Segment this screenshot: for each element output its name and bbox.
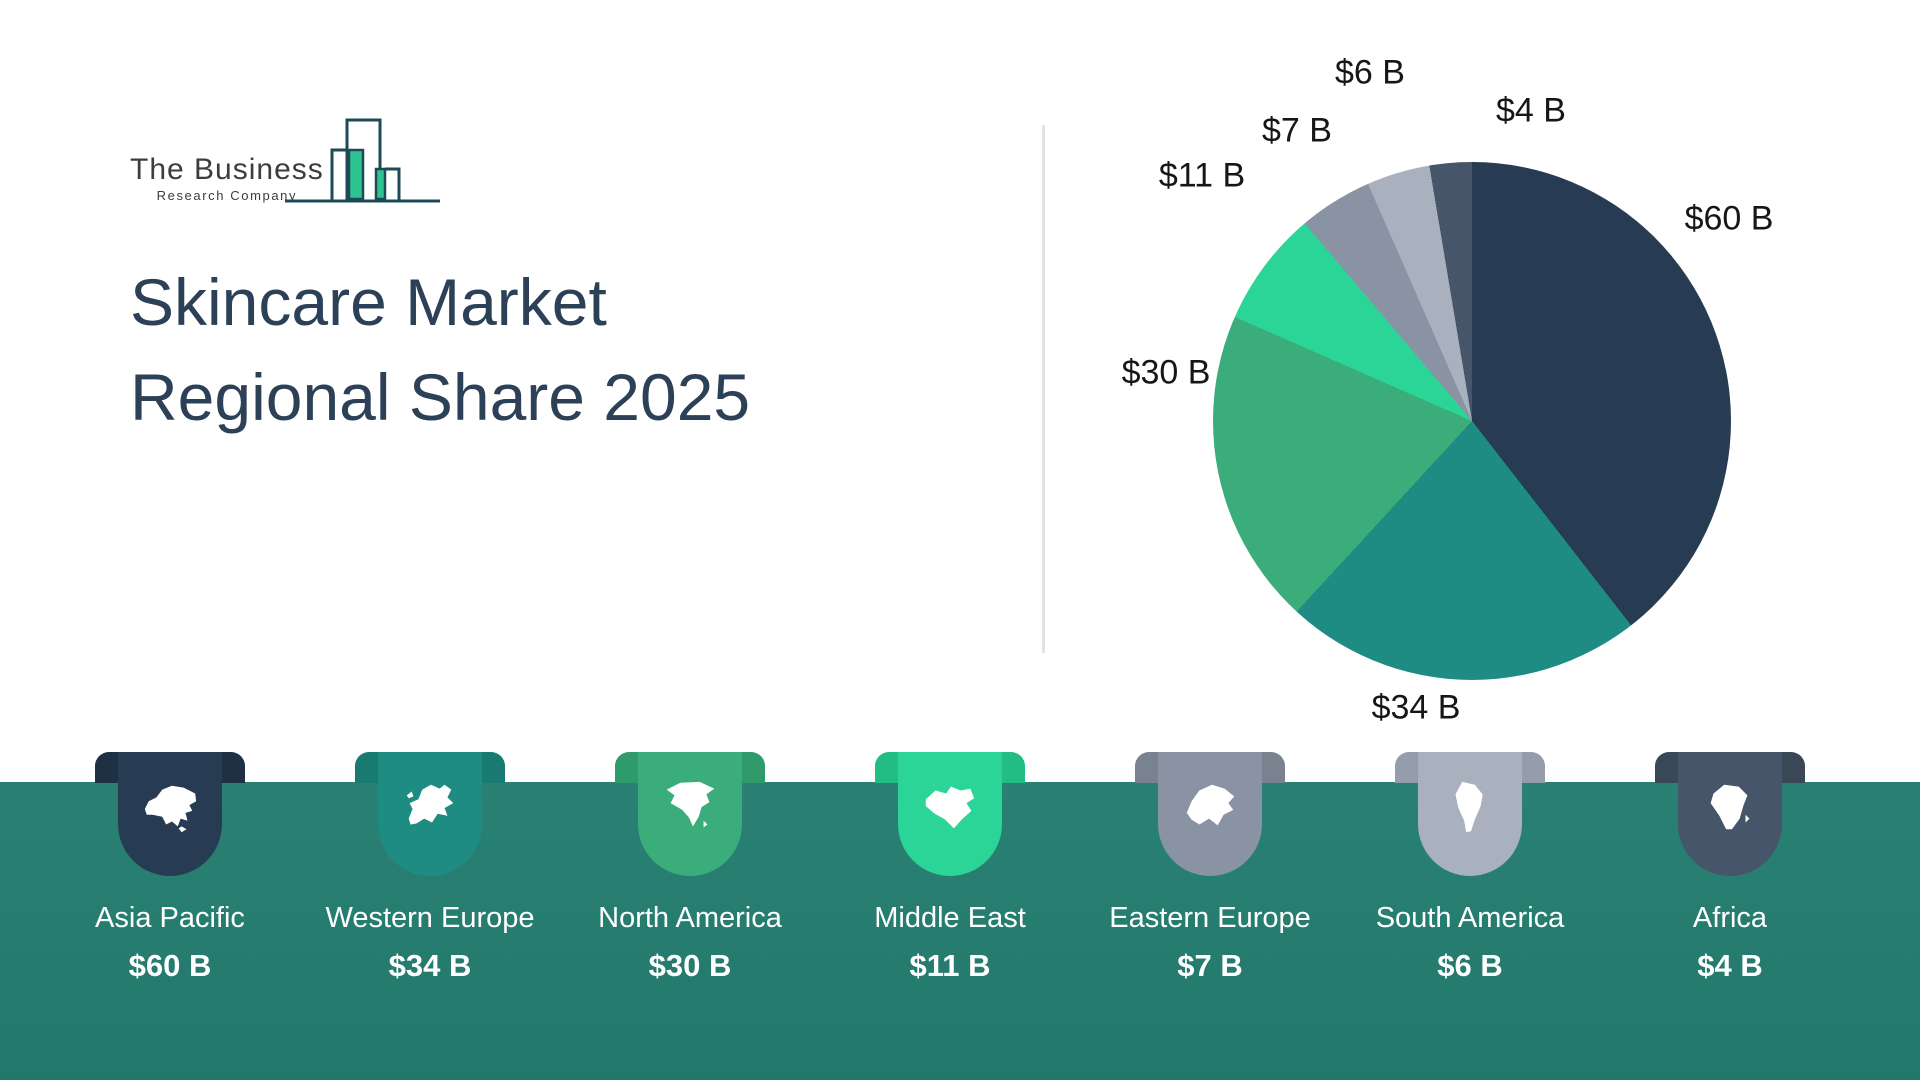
company-logo-text: The Business Research Company	[130, 153, 324, 203]
region-legend-item-western-europe: Western Europe $34 B	[300, 752, 560, 984]
pie-slice-label-asia-pacific: $60 B	[1684, 199, 1774, 238]
region-legend-item-south-america: South America $6 B	[1340, 752, 1600, 984]
pie-slice-label-north-america: $30 B	[1121, 353, 1211, 392]
pie-slice-label-eastern-europe: $7 B	[1262, 111, 1332, 150]
ribbon-pendant	[1678, 752, 1782, 876]
region-legend-item-north-america: North America $30 B	[560, 752, 820, 984]
region-value: $6 B	[1437, 948, 1503, 984]
middle-east-map-icon	[925, 786, 975, 829]
region-value: $4 B	[1697, 948, 1763, 984]
company-subname: Research Company	[156, 188, 298, 203]
page-title: Skincare Market Regional Share 2025	[130, 255, 750, 445]
region-value: $34 B	[388, 948, 472, 984]
region-ribbon-badge	[1655, 752, 1805, 876]
region-legend-item-asia-pacific: Asia Pacific $60 B	[40, 752, 300, 984]
pie-slice-label-africa: $4 B	[1496, 91, 1566, 130]
region-name: Eastern Europe	[1109, 902, 1311, 934]
bar-chart-logo-icon	[284, 118, 440, 203]
south-america-map-icon	[1455, 781, 1483, 833]
region-name: Middle East	[874, 902, 1026, 934]
ribbon-pendant	[638, 752, 742, 876]
western-europe-map-icon	[406, 784, 454, 825]
region-name: North America	[598, 902, 782, 934]
page-title-line1: Skincare Market	[130, 265, 607, 339]
region-name: South America	[1375, 902, 1565, 934]
region-legend-item-eastern-europe: Eastern Europe $7 B	[1080, 752, 1340, 984]
region-ribbon-badge	[1135, 752, 1285, 876]
pie-slice-label-western-europe: $34 B	[1371, 688, 1461, 727]
regional-share-pie-chart	[1213, 162, 1731, 680]
asia-map-icon	[144, 785, 197, 833]
region-legend-item-middle-east: Middle East $11 B	[820, 752, 1080, 984]
company-logo: The Business Research Company	[130, 118, 442, 204]
north-america-map-icon	[666, 781, 715, 828]
region-value: $11 B	[909, 948, 991, 984]
region-name: Asia Pacific	[95, 902, 245, 934]
region-value: $30 B	[648, 948, 732, 984]
ribbon-pendant	[378, 752, 482, 876]
vertical-divider	[1042, 125, 1045, 653]
eastern-europe-map-icon	[1186, 784, 1235, 826]
region-legend-item-africa: Africa $4 B	[1600, 752, 1860, 984]
company-name: The Business	[130, 153, 324, 186]
pie-slice-label-south-america: $6 B	[1335, 53, 1405, 92]
page-title-line2: Regional Share 2025	[130, 360, 751, 434]
ribbon-pendant	[1158, 752, 1262, 876]
region-ribbon-badge	[355, 752, 505, 876]
region-name: Western Europe	[325, 902, 535, 934]
region-ribbon-badge	[1395, 752, 1545, 876]
africa-map-icon	[1710, 784, 1750, 830]
ribbon-pendant	[898, 752, 1002, 876]
region-value: $7 B	[1177, 948, 1243, 984]
region-name: Africa	[1692, 902, 1768, 934]
region-value: $60 B	[128, 948, 212, 984]
region-ribbon-badge	[95, 752, 245, 876]
ribbon-pendant	[118, 752, 222, 876]
pie-slice-label-middle-east: $11 B	[1158, 156, 1246, 195]
region-ribbon-badge	[875, 752, 1025, 876]
ribbon-pendant	[1418, 752, 1522, 876]
region-legend-row: Asia Pacific $60 B Western Europe $34 B …	[40, 752, 1860, 984]
region-ribbon-badge	[615, 752, 765, 876]
